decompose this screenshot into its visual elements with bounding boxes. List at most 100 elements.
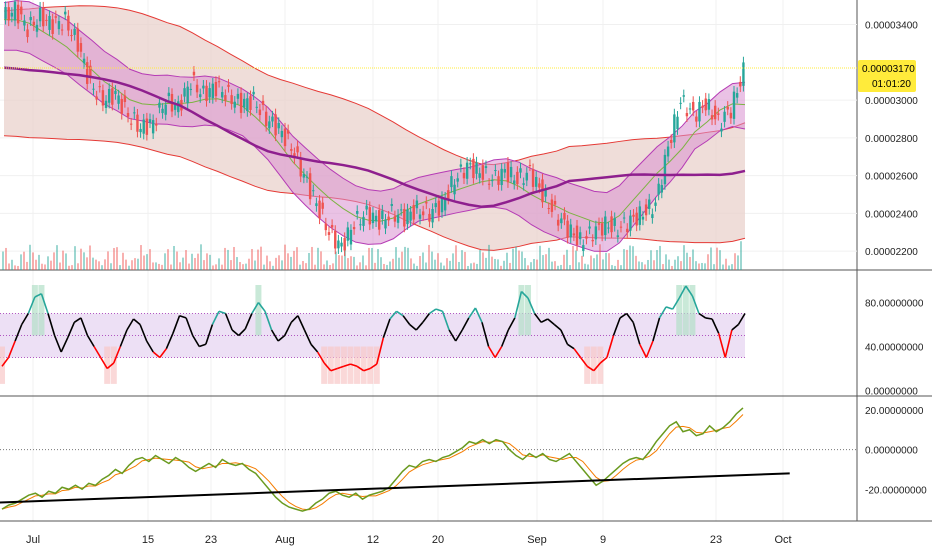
volume-bar <box>95 259 97 270</box>
candle-body <box>547 208 550 210</box>
volume-bar <box>425 262 427 270</box>
candle-body <box>249 96 252 110</box>
osc-segment <box>369 363 378 370</box>
osc-segment <box>514 291 523 319</box>
candle-body <box>431 209 434 223</box>
candle-body <box>120 98 123 114</box>
candle-body <box>600 223 604 236</box>
volume-bar <box>593 258 595 270</box>
volume-bar <box>140 245 142 270</box>
osc-segment <box>316 351 325 364</box>
candle-body <box>525 172 528 181</box>
volume-bar <box>665 254 667 270</box>
volume-bar <box>110 263 112 270</box>
volume-bar <box>230 260 232 270</box>
volume-bar <box>242 264 244 270</box>
candle-body <box>670 139 673 143</box>
osc-tick-label-1: 40.00000000 <box>865 343 924 354</box>
candle-body <box>67 15 70 31</box>
candle-body <box>101 90 105 106</box>
x-axis-label-3: Aug <box>275 534 295 546</box>
volume-bar <box>656 250 658 270</box>
volume-bar <box>311 246 313 270</box>
candle-body <box>142 119 145 134</box>
candle-body <box>205 85 208 101</box>
volume-bar <box>581 255 583 270</box>
volume-bar <box>344 244 346 270</box>
osc-segment <box>737 313 746 325</box>
candle-body <box>641 216 645 220</box>
volume-bar <box>701 262 703 270</box>
volume-bar <box>203 260 205 270</box>
candle-body <box>155 123 158 126</box>
volume-bar <box>545 254 547 270</box>
candle-body <box>588 226 591 229</box>
candle-body <box>114 90 117 95</box>
volume-bar <box>686 252 688 270</box>
candle-body <box>497 176 500 185</box>
candle-body <box>35 24 39 32</box>
candle-body <box>183 88 186 97</box>
volume-bar <box>413 263 415 270</box>
volume-bar <box>668 259 670 270</box>
volume-bar <box>335 251 337 270</box>
candle-body <box>208 88 211 98</box>
candle-body <box>86 62 89 84</box>
candle-body <box>381 210 384 220</box>
price-badge-countdown: 01:01:20 <box>872 79 911 90</box>
osc-oversold-highlight <box>334 346 341 384</box>
candle-body <box>597 223 601 225</box>
osc-segment <box>671 297 680 310</box>
volume-bar <box>458 261 460 270</box>
osc-segment <box>126 318 135 331</box>
osc-segment <box>376 337 385 365</box>
osc-segment <box>191 335 200 347</box>
candle-body <box>64 11 67 15</box>
volume-bar <box>569 265 571 270</box>
candle-body <box>161 108 164 114</box>
osc-oversold-highlight <box>360 346 367 384</box>
candle-body <box>255 106 258 108</box>
volume-bar <box>620 265 622 270</box>
osc-segment <box>218 310 226 315</box>
osc-segment <box>297 315 306 331</box>
candle-body <box>334 230 337 249</box>
volume-bar <box>386 264 388 270</box>
volume-bar <box>470 263 472 270</box>
osc-overbought-highlight <box>518 285 525 336</box>
candle-body <box>164 104 167 115</box>
volume-bar <box>524 258 526 270</box>
volume-bar <box>740 241 742 270</box>
candle-body <box>346 227 350 241</box>
volume-bar <box>257 249 259 270</box>
candle-body <box>503 169 507 173</box>
osc-segment <box>567 343 575 350</box>
volume-bar <box>488 244 490 270</box>
candle-body <box>657 183 660 195</box>
volume-bar <box>149 249 151 270</box>
volume-bar <box>209 254 211 270</box>
volume-bar <box>47 256 49 270</box>
osc-segment <box>402 315 411 325</box>
candle-body <box>104 100 108 108</box>
candle-body <box>425 202 428 204</box>
volume-bar <box>383 263 385 270</box>
candle-body <box>742 62 745 86</box>
volume-bar <box>236 257 238 270</box>
candle-body <box>732 91 736 119</box>
volume-bar <box>452 253 454 270</box>
volume-bar <box>377 249 379 270</box>
osc-segment <box>330 367 338 372</box>
candle-body <box>312 190 315 192</box>
volume-bar <box>128 265 130 270</box>
volume-bar <box>662 264 664 270</box>
osc-segment <box>224 313 233 331</box>
candle-body <box>673 114 676 143</box>
candle-body <box>32 21 36 26</box>
osc-segment <box>290 315 299 323</box>
volume-bar <box>548 247 550 270</box>
candle-body <box>362 216 365 226</box>
volume-bar <box>674 259 676 270</box>
volume-bar <box>725 258 727 270</box>
